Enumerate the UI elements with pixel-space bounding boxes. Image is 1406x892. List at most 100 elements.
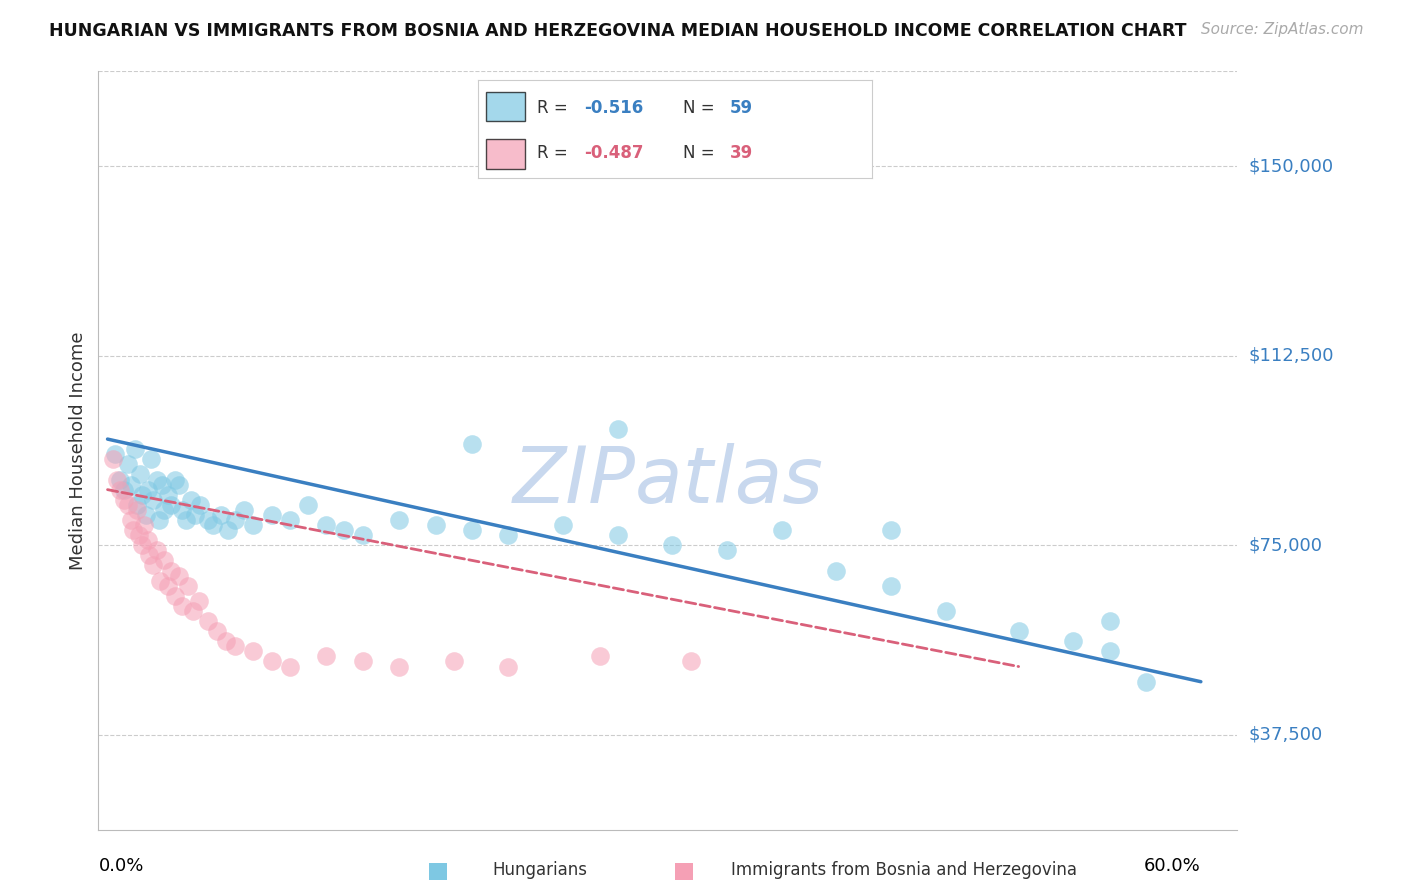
Point: [156, 579, 179, 593]
Point: [880, 523, 903, 537]
Text: HUNGARIAN VS IMMIGRANTS FROM BOSNIA AND HERZEGOVINA MEDIAN HOUSEHOLD INCOME CORR: HUNGARIAN VS IMMIGRANTS FROM BOSNIA AND …: [49, 22, 1187, 40]
Point: [112, 483, 135, 497]
Text: 39: 39: [730, 144, 754, 161]
Point: [498, 528, 520, 542]
Text: $150,000: $150,000: [1249, 157, 1333, 175]
Text: $112,500: $112,500: [1249, 347, 1334, 365]
Point: [120, 477, 142, 491]
Point: [150, 477, 173, 491]
Y-axis label: Median Household Income: Median Household Income: [69, 331, 87, 570]
Text: -0.516: -0.516: [585, 99, 644, 117]
Point: [135, 508, 157, 522]
Point: [120, 513, 142, 527]
Point: [153, 503, 176, 517]
Point: [217, 523, 239, 537]
Point: [498, 659, 520, 673]
Point: [388, 513, 411, 527]
Point: [124, 442, 146, 457]
Point: [880, 579, 903, 593]
Point: [142, 492, 165, 507]
Point: [131, 488, 153, 502]
Point: [149, 574, 172, 588]
Point: [1007, 624, 1029, 639]
Point: [197, 614, 219, 628]
Point: [209, 508, 232, 522]
Point: [260, 508, 283, 522]
Point: [117, 498, 139, 512]
Text: 59: 59: [730, 99, 754, 117]
Point: [153, 553, 176, 567]
Point: [333, 523, 356, 537]
Point: [174, 513, 197, 527]
Text: R =: R =: [537, 99, 574, 117]
Point: [160, 564, 183, 578]
Point: [315, 649, 337, 664]
Point: [443, 655, 465, 669]
Text: $37,500: $37,500: [1249, 726, 1323, 744]
Point: [297, 498, 319, 512]
Point: [136, 533, 159, 548]
Point: [104, 447, 127, 461]
Point: [1098, 614, 1121, 628]
Point: [716, 543, 738, 558]
Point: [679, 655, 702, 669]
Point: [129, 467, 152, 482]
Point: [172, 503, 194, 517]
Point: [125, 498, 148, 512]
Point: [551, 518, 574, 533]
Point: [181, 604, 204, 618]
FancyBboxPatch shape: [486, 139, 526, 169]
Text: -0.487: -0.487: [585, 144, 644, 161]
Point: [136, 483, 159, 497]
Point: [163, 473, 186, 487]
Point: [145, 473, 167, 487]
Point: [352, 655, 374, 669]
Text: 60.0%: 60.0%: [1144, 857, 1201, 875]
Point: [105, 473, 128, 487]
Point: [215, 634, 238, 648]
Point: [172, 599, 194, 613]
Point: [163, 589, 186, 603]
Point: [122, 523, 145, 537]
Text: Source: ZipAtlas.com: Source: ZipAtlas.com: [1201, 22, 1364, 37]
Point: [352, 528, 374, 542]
Text: R =: R =: [537, 144, 574, 161]
Point: [242, 644, 264, 658]
Point: [187, 594, 209, 608]
Point: [278, 659, 301, 673]
Point: [825, 564, 848, 578]
Text: Hungarians: Hungarians: [492, 861, 588, 879]
Point: [110, 483, 132, 497]
Point: [388, 659, 411, 673]
Point: [233, 503, 256, 517]
Point: [132, 518, 155, 533]
Text: Immigrants from Bosnia and Herzegovina: Immigrants from Bosnia and Herzegovina: [731, 861, 1077, 879]
Point: [202, 518, 225, 533]
Point: [606, 422, 628, 436]
Point: [112, 492, 135, 507]
Point: [224, 513, 246, 527]
Point: [117, 458, 139, 472]
Point: [242, 518, 264, 533]
Point: [128, 528, 150, 542]
Point: [606, 528, 628, 542]
Point: [156, 488, 179, 502]
Text: N =: N =: [683, 144, 720, 161]
Text: N =: N =: [683, 99, 720, 117]
Point: [101, 452, 124, 467]
Point: [145, 543, 167, 558]
Text: 0.0%: 0.0%: [98, 857, 143, 875]
Point: [260, 655, 283, 669]
Point: [661, 538, 683, 552]
Point: [148, 513, 170, 527]
Point: [1062, 634, 1084, 648]
Point: [461, 523, 484, 537]
Point: [315, 518, 337, 533]
Point: [138, 549, 160, 563]
Point: [177, 579, 200, 593]
Point: [160, 498, 183, 512]
Text: $75,000: $75,000: [1249, 536, 1323, 554]
Point: [125, 503, 148, 517]
Point: [935, 604, 957, 618]
Point: [205, 624, 228, 639]
